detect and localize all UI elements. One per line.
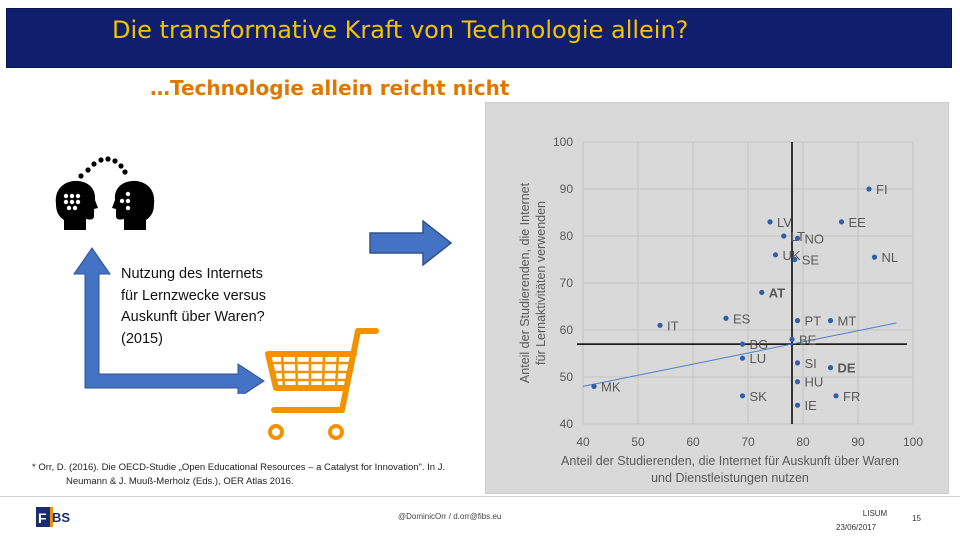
point-label-sk: SK — [750, 389, 768, 404]
x-tick-label: 90 — [851, 435, 865, 449]
event-name: LISUM — [862, 509, 888, 518]
x-tick-label: 50 — [631, 435, 645, 449]
data-point-es — [723, 315, 729, 321]
point-label-mk: MK — [601, 379, 621, 394]
chart-svg: 405060708090100405060708090100FIEELVLTNO… — [484, 101, 950, 495]
right-arrow-icon — [369, 220, 453, 266]
x-tick-label: 60 — [686, 435, 700, 449]
page-number: 15 — [912, 514, 921, 523]
data-point-fi — [866, 186, 872, 192]
data-point-lv — [767, 219, 773, 225]
slide-subtitle: …Technologie allein reicht nicht — [150, 76, 510, 100]
point-label-es: ES — [733, 311, 751, 326]
data-point-ie — [794, 402, 801, 408]
point-label-ee: EE — [849, 215, 867, 230]
x-tick-label: 80 — [796, 435, 810, 449]
footnote-line-2: Neumann & J. Muuß-Merholz (Eds.), OER At… — [66, 476, 294, 487]
y-tick-label: 70 — [560, 276, 574, 290]
y-tick-label: 50 — [560, 370, 574, 384]
data-point-se — [792, 256, 798, 263]
y-tick-label: 40 — [560, 417, 574, 431]
data-point-nl — [871, 254, 878, 260]
data-point-it — [657, 322, 663, 328]
point-label-lu: LU — [750, 351, 767, 366]
x-tick-label: 100 — [903, 435, 923, 449]
x-tick-label: 70 — [741, 435, 755, 449]
point-label-fr: FR — [843, 389, 860, 404]
data-point-sk — [739, 393, 746, 399]
two-heads-icon — [55, 156, 155, 230]
data-point-si — [794, 360, 801, 366]
point-label-it: IT — [667, 318, 679, 333]
data-point-pt — [794, 318, 801, 324]
process-note: Nutzung des Internets für Lernzwecke ver… — [121, 266, 267, 347]
y-tick-label: 60 — [560, 323, 574, 337]
footnote: * Orr, D. (2016). Die OECD-Studie „Open … — [32, 461, 492, 489]
data-point-mt — [827, 318, 834, 324]
data-point-ee — [838, 219, 845, 225]
point-label-bg: BG — [750, 337, 769, 352]
point-label-se: SE — [802, 253, 820, 268]
footer-divider — [0, 496, 960, 497]
data-point-lt — [781, 233, 787, 239]
data-point-be — [789, 336, 795, 342]
data-point-fr — [833, 393, 839, 399]
y-axis-title: Anteil der Studierenden, die Internet für… — [518, 182, 548, 383]
contact-info: @DominicOrr / d.orr@fibs.eu — [398, 512, 502, 521]
point-label-lv: LV — [777, 215, 792, 230]
title-bar — [6, 8, 952, 68]
event-date: 23/06/2017 — [836, 523, 877, 532]
y-tick-label: 80 — [560, 229, 574, 243]
trendline — [582, 322, 897, 387]
svg-text:F: F — [38, 510, 47, 526]
data-point-de — [827, 365, 834, 371]
point-label-mt: MT — [838, 314, 857, 329]
data-point-no — [794, 235, 801, 241]
data-point-bg — [739, 341, 746, 347]
data-point-hu — [794, 379, 801, 385]
slide-title: Die transformative Kraft von Technologie… — [112, 16, 689, 44]
point-label-pt: PT — [805, 314, 822, 329]
chart-background — [484, 101, 950, 495]
scatter-chart: 405060708090100405060708090100FIEELVLTNO… — [484, 101, 950, 495]
point-label-nl: NL — [882, 250, 899, 265]
point-label-fi: FI — [876, 182, 888, 197]
corner-arrow-icon — [73, 247, 265, 394]
point-label-at: AT — [769, 285, 785, 300]
data-point-uk — [772, 252, 779, 258]
point-label-hu: HU — [805, 375, 824, 390]
data-point-lu — [739, 355, 746, 361]
shopping-cart-icon — [265, 328, 379, 440]
data-point-at — [759, 289, 765, 295]
point-label-ie: IE — [805, 398, 818, 413]
point-label-de: DE — [838, 361, 856, 376]
point-label-uk: UK — [783, 248, 801, 263]
x-tick-label: 40 — [576, 435, 590, 449]
y-tick-label: 90 — [560, 182, 574, 196]
point-label-no: NO — [805, 231, 825, 246]
point-label-si: SI — [805, 356, 817, 371]
logo-text: BS — [52, 510, 71, 525]
x-axis-title: Anteil der Studierenden, die Internet fü… — [561, 454, 899, 485]
footnote-line-1: * Orr, D. (2016). Die OECD-Studie „Open … — [32, 462, 446, 473]
point-label-be: BE — [799, 332, 817, 347]
y-tick-label: 100 — [553, 135, 573, 149]
data-point-mk — [591, 383, 597, 389]
fibs-logo: F — [36, 507, 53, 527]
